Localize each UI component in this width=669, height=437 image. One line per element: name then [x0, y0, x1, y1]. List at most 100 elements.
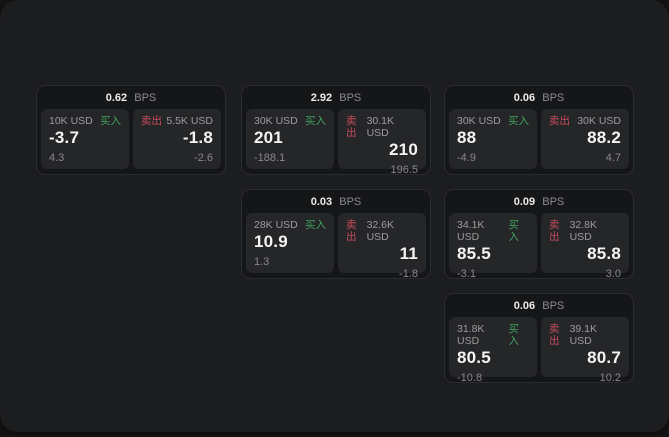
bps-unit-label: BPS	[542, 196, 565, 208]
bps-value: 0.06	[513, 300, 536, 312]
buy-label-row: 31.8K USD 买入	[457, 323, 529, 347]
card-header: 0.62 BPS	[37, 86, 225, 109]
bps-unit-label: BPS	[134, 92, 157, 104]
buy-amount-label: 31.8K USD	[457, 323, 485, 347]
sell-price-value: 210	[389, 140, 418, 159]
sell-amount-label: 32.8K USD	[569, 219, 598, 243]
sell-price-value: -1.8	[182, 128, 213, 147]
card-header: 2.92 BPS	[242, 86, 430, 109]
buy-label-row: 28K USD 买入	[254, 219, 326, 231]
sell-label-row: 卖出 39.1K USD	[549, 323, 621, 347]
buy-panel[interactable]: 30K USD 买入 201 -188.1	[246, 109, 334, 169]
buy-side-label: 买入	[100, 115, 121, 127]
card-header: 0.03 BPS	[242, 190, 430, 213]
sell-amount-label: 30.1K USD	[366, 115, 395, 139]
buy-panel[interactable]: 10K USD 买入 -3.7 4.3	[41, 109, 129, 169]
sell-side-label: 卖出	[346, 219, 357, 243]
sell-label-row: 卖出 32.8K USD	[549, 219, 621, 243]
bps-value: 0.62	[105, 92, 128, 104]
buy-amount-label: 34.1K USD	[457, 219, 485, 243]
buy-price-value: 10.9	[254, 232, 288, 251]
quote-card: 0.06 BPS 30K USD 买入 88 -4.9 卖出 30K USD 8…	[444, 85, 634, 175]
buy-price-value: 80.5	[457, 348, 491, 367]
buy-label-row: 10K USD 买入	[49, 115, 121, 127]
sell-label-row: 卖出 32.6K USD	[346, 219, 418, 243]
sell-label-row: 卖出 5.5K USD	[141, 115, 213, 127]
buy-price-value: -3.7	[49, 128, 80, 147]
sell-amount-label: 30K USD	[577, 115, 621, 127]
sell-price-value: 11	[399, 244, 418, 263]
buy-panel[interactable]: 31.8K USD 买入 80.5 -10.8	[449, 317, 537, 382]
sell-label-row: 卖出 30K USD	[549, 115, 621, 127]
quote-panels: 28K USD 买入 10.9 1.3 卖出 32.6K USD 11 -1.8	[242, 213, 430, 278]
sell-label-row: 卖出 30.1K USD	[346, 115, 418, 139]
buy-side-label: 买入	[508, 115, 529, 127]
buy-amount-label: 10K USD	[49, 115, 93, 127]
bps-unit-label: BPS	[542, 92, 565, 104]
quote-card: 0.09 BPS 34.1K USD 买入 85.5 -3.1 卖出 32.8K…	[444, 189, 634, 279]
bps-value: 0.03	[310, 196, 333, 208]
quote-panels: 10K USD 买入 -3.7 4.3 卖出 5.5K USD -1.8 -2.…	[37, 109, 225, 169]
buy-sub-value: 4.3	[49, 152, 65, 164]
sell-sub-value: 4.7	[605, 152, 621, 164]
buy-side-label: 买入	[508, 323, 519, 347]
quote-panels: 31.8K USD 买入 80.5 -10.8 卖出 39.1K USD 80.…	[445, 317, 633, 382]
sell-price-value: 85.8	[587, 244, 621, 263]
buy-sub-value: -3.1	[457, 268, 476, 279]
buy-price-value: 201	[254, 128, 283, 147]
bps-unit-label: BPS	[339, 196, 362, 208]
sell-sub-value: -2.6	[194, 152, 213, 164]
buy-panel[interactable]: 30K USD 买入 88 -4.9	[449, 109, 537, 169]
quote-panels: 30K USD 买入 201 -188.1 卖出 30.1K USD 210 1…	[242, 109, 430, 174]
sell-sub-value: 10.2	[599, 372, 621, 383]
quote-card: 0.06 BPS 31.8K USD 买入 80.5 -10.8 卖出 39.1…	[444, 293, 634, 383]
sell-amount-label: 39.1K USD	[569, 323, 598, 347]
bps-value: 0.06	[513, 92, 536, 104]
sell-panel[interactable]: 卖出 5.5K USD -1.8 -2.6	[133, 109, 221, 169]
sell-sub-value: 3.0	[605, 268, 621, 279]
buy-panel[interactable]: 28K USD 买入 10.9 1.3	[246, 213, 334, 273]
sell-price-value: 88.2	[587, 128, 621, 147]
quote-card: 0.62 BPS 10K USD 买入 -3.7 4.3 卖出 5.5K USD…	[36, 85, 226, 175]
buy-price-value: 88	[457, 128, 477, 147]
sell-panel[interactable]: 卖出 32.8K USD 85.8 3.0	[541, 213, 629, 278]
card-header: 0.06 BPS	[445, 86, 633, 109]
buy-amount-label: 30K USD	[254, 115, 298, 127]
sell-side-label: 卖出	[549, 219, 560, 243]
sell-panel[interactable]: 卖出 39.1K USD 80.7 10.2	[541, 317, 629, 382]
bps-unit-label: BPS	[339, 92, 362, 104]
buy-label-row: 30K USD 买入	[457, 115, 529, 127]
sell-amount-label: 5.5K USD	[166, 115, 213, 127]
sell-side-label: 卖出	[141, 115, 162, 127]
buy-amount-label: 30K USD	[457, 115, 501, 127]
bps-value: 2.92	[310, 92, 333, 104]
sell-side-label: 卖出	[549, 323, 560, 347]
quote-card: 0.03 BPS 28K USD 买入 10.9 1.3 卖出 32.6K US…	[241, 189, 431, 279]
buy-sub-value: -10.8	[457, 372, 483, 383]
card-header: 0.09 BPS	[445, 190, 633, 213]
buy-sub-value: -188.1	[254, 152, 286, 164]
buy-side-label: 买入	[305, 219, 326, 231]
sell-panel[interactable]: 卖出 30.1K USD 210 196.5	[338, 109, 426, 174]
quote-panels: 34.1K USD 买入 85.5 -3.1 卖出 32.8K USD 85.8…	[445, 213, 633, 278]
sell-panel[interactable]: 卖出 32.6K USD 11 -1.8	[338, 213, 426, 278]
buy-label-row: 30K USD 买入	[254, 115, 326, 127]
quote-panels: 30K USD 买入 88 -4.9 卖出 30K USD 88.2 4.7	[445, 109, 633, 169]
buy-side-label: 买入	[508, 219, 519, 243]
sell-sub-value: -1.8	[399, 268, 418, 279]
buy-sub-value: -4.9	[457, 152, 476, 164]
buy-price-value: 85.5	[457, 244, 491, 263]
card-header: 0.06 BPS	[445, 294, 633, 317]
sell-side-label: 卖出	[549, 115, 570, 127]
buy-side-label: 买入	[305, 115, 326, 127]
buy-amount-label: 28K USD	[254, 219, 298, 231]
sell-amount-label: 32.6K USD	[366, 219, 395, 243]
quote-card: 2.92 BPS 30K USD 买入 201 -188.1 卖出 30.1K …	[241, 85, 431, 175]
buy-panel[interactable]: 34.1K USD 买入 85.5 -3.1	[449, 213, 537, 278]
sell-panel[interactable]: 卖出 30K USD 88.2 4.7	[541, 109, 629, 169]
buy-sub-value: 1.3	[254, 256, 270, 268]
sell-side-label: 卖出	[346, 115, 357, 139]
buy-label-row: 34.1K USD 买入	[457, 219, 529, 243]
